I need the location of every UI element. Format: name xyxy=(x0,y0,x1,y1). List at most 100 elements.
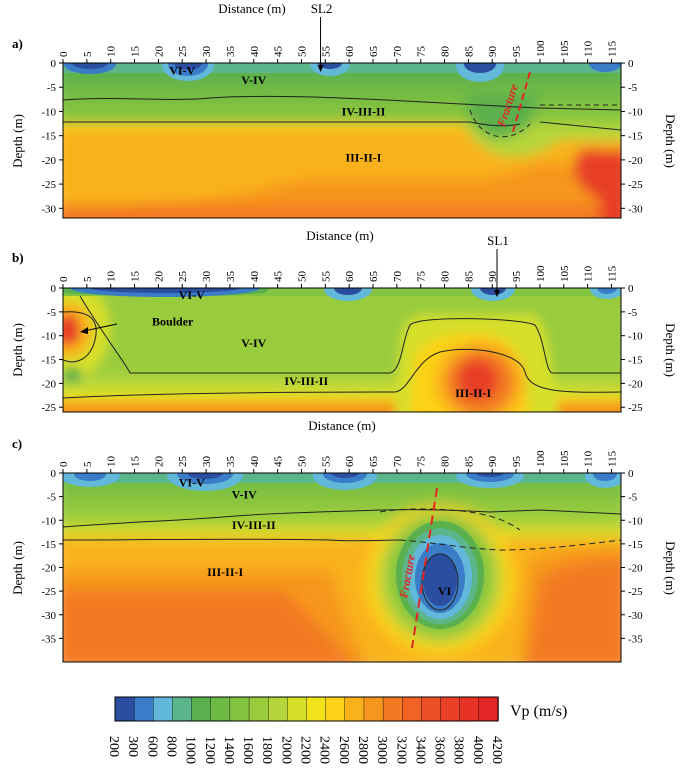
colorbar: 200 300 600 800 1000 1200 1400 1600 1800 2000 2200… xyxy=(106,696,567,764)
panel-a-ytick-label: -25 xyxy=(41,179,56,191)
zone-label: VI xyxy=(438,584,452,598)
colorbar-swatch xyxy=(133,696,154,722)
panel-a-ylabel-left: Depth (m) xyxy=(10,114,25,168)
panel-b-xtick-label: 65 xyxy=(368,271,380,283)
panel-a-ytick-label-right: -5 xyxy=(628,82,638,94)
colorbar-tick-label: 3000 xyxy=(374,736,389,764)
panel-a-xtick-label: 100 xyxy=(535,40,547,57)
colorbar-swatch xyxy=(306,696,327,722)
panel-b-ylabel-left: Depth (m) xyxy=(10,323,25,377)
colorbar-swatch xyxy=(363,696,384,722)
panel-b-xtick-label: 75 xyxy=(416,271,428,283)
panel-c-xtick-label: 40 xyxy=(249,456,261,468)
panel-b-velocity-field xyxy=(63,288,621,412)
colorbar-tick-label: 3200 xyxy=(393,736,408,764)
panel-c-xtick-label: 85 xyxy=(463,456,475,468)
panel-b-xtick-label: 10 xyxy=(106,271,118,283)
zone-label: III-II-I xyxy=(455,386,491,400)
panel-b-xtick-label: 25 xyxy=(177,271,189,283)
panel-b-xtick-label: 5 xyxy=(82,276,94,282)
colorbar-tick-label: 1600 xyxy=(240,736,255,764)
panel-c-xtick-label: 100 xyxy=(535,450,547,467)
panel-a-xtick-label: 50 xyxy=(296,46,308,58)
colorbar-tick-label: 4200 xyxy=(489,736,504,764)
panel-a: a) Distance (m) Distance (m) Depth (m) D… xyxy=(10,1,678,243)
panel-b-zones: VI-V V-IV IV-III-II III-II-I Boulder xyxy=(152,288,491,400)
panel-c-xtick-label: 20 xyxy=(153,456,165,468)
panel-c-ytick-label-right: -10 xyxy=(628,515,643,527)
colorbar-swatch xyxy=(478,696,499,722)
panel-a-ytick-label-right: -15 xyxy=(628,131,643,143)
panel-a-xtick-label: 55 xyxy=(320,46,332,58)
panel-b-xtick-label: 20 xyxy=(153,271,165,283)
panel-b-xtick-label: 0 xyxy=(58,276,70,282)
panel-a-xtick-label: 115 xyxy=(606,40,618,57)
panel-a-axes: 0 5 10 15 20 25 30 35 40 45 50 55 60 65 70 75 80 85 90 95 10… xyxy=(41,1,643,215)
panel-c-ytick-label: 0 xyxy=(51,468,57,480)
panel-b-ytick-label: -20 xyxy=(41,378,56,390)
colorbar-tick-label: 3600 xyxy=(432,736,447,764)
colorbar-tick-label: 1000 xyxy=(183,736,198,764)
colorbar-tick-label: 1200 xyxy=(202,736,217,764)
colorbar-swatch xyxy=(325,696,346,722)
panel-c-xtick-label: 110 xyxy=(583,450,595,467)
panel-b-xtick-label: 105 xyxy=(559,265,571,282)
colorbar-tick-label: 200 xyxy=(106,736,121,757)
panel-c-ytick-label: -15 xyxy=(41,539,56,551)
colorbar-label: Vp (m/s) xyxy=(510,703,567,720)
panel-c-xtick-label: 25 xyxy=(177,456,189,468)
surface-marker-arrowhead xyxy=(317,65,324,72)
panel-c: c) Depth (m) Depth (m) xyxy=(10,436,678,663)
panel-c-xtick-label: 15 xyxy=(130,456,142,468)
panel-a-ytick-label-right: -10 xyxy=(628,106,643,118)
colorbar-swatch xyxy=(114,696,135,722)
colorbar-swatches xyxy=(114,696,499,722)
panel-b: b) Distance (m) Depth (m) Depth (m) xyxy=(10,233,678,433)
annotation-label: Boulder xyxy=(152,314,194,328)
panel-c-xtick-label: 35 xyxy=(225,456,237,468)
zone-label: III-II-I xyxy=(207,565,243,579)
panel-b-xtick-label: 40 xyxy=(249,271,261,283)
panel-a-xtick-label: 95 xyxy=(511,46,523,58)
panel-b-xtick-label: 45 xyxy=(273,271,285,283)
panel-a-xtick-label: 90 xyxy=(487,46,499,58)
panel-c-ytick-label-right: 0 xyxy=(628,468,634,480)
colorbar-swatch xyxy=(440,696,461,722)
panel-a-xtick-label: 75 xyxy=(416,46,428,58)
panel-c-xtick-label: 95 xyxy=(511,456,523,468)
surface-marker-label: SL2 xyxy=(311,1,333,16)
panel-a-xtick-label: 10 xyxy=(106,46,118,58)
panel-c-ytick-label: -25 xyxy=(41,586,56,598)
panel-a-xtick-label: 0 xyxy=(58,51,70,57)
panel-c-xtick-label: 0 xyxy=(58,461,70,467)
panel-c-xtick-label: 90 xyxy=(487,456,499,468)
colorbar-swatch xyxy=(191,696,212,722)
panel-b-xtick-label: 85 xyxy=(463,271,475,283)
panel-c-ytick-label-right: -15 xyxy=(628,539,643,551)
panel-b-xtick-label: 50 xyxy=(296,271,308,283)
panel-b-ytick-label-right: 0 xyxy=(628,283,634,295)
panel-b-ytick-label-right: -15 xyxy=(628,355,643,367)
panel-a-xtick-label: 35 xyxy=(225,46,237,58)
colorbar-swatch xyxy=(459,696,480,722)
colorbar-swatch xyxy=(268,696,289,722)
panel-a-ytick-label: -20 xyxy=(41,155,56,167)
panel-b-ytick-label-right: -25 xyxy=(628,402,643,414)
zone-label: VI-V xyxy=(169,63,195,77)
colorbar-swatch xyxy=(229,696,250,722)
panel-c-ytick-label-right: -30 xyxy=(628,610,643,622)
panel-a-ytick-label: 0 xyxy=(51,58,57,70)
panel-c-xtick-label: 70 xyxy=(392,456,404,468)
panel-a-ytick-label-right: -20 xyxy=(628,155,643,167)
panel-c-ytick-label-right: -35 xyxy=(628,633,643,645)
panel-b-xtick-label: 80 xyxy=(440,271,452,283)
panel-c-ytick-label: -10 xyxy=(41,515,56,527)
panel-b-xtick-label: 55 xyxy=(320,271,332,283)
panel-b-frame xyxy=(62,287,622,413)
colorbar-tick-label: 1800 xyxy=(259,736,274,764)
panel-c-axes: 0 5 10 15 20 25 30 35 40 45 50 55 60 65 70 75 80 85 90 95 10… xyxy=(41,450,643,645)
zone-label: IV-III-II xyxy=(232,518,276,532)
zone-label: VI-V xyxy=(179,475,205,489)
panel-a-xtick-label: 25 xyxy=(177,46,189,58)
surface-marker-arrowhead xyxy=(494,290,500,297)
